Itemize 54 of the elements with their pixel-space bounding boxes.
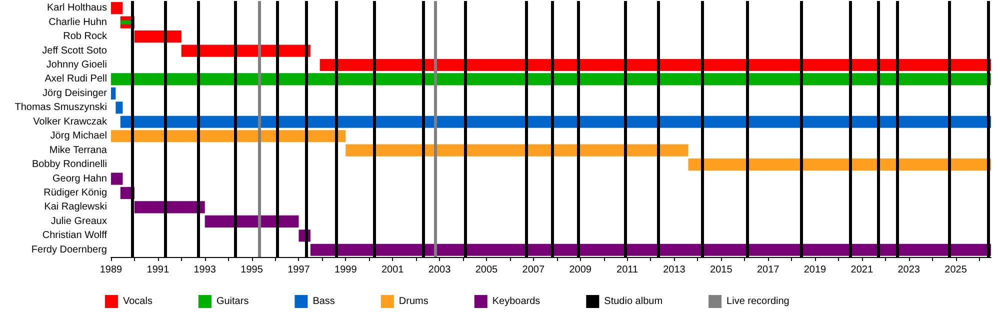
y-tick-label: Mike Terrana [49, 144, 108, 156]
y-tick-label: Axel Rudi Pell [44, 74, 107, 85]
x-tick-label: 2005 [475, 264, 498, 276]
bar [120, 116, 991, 128]
legend-label: Live recording [726, 296, 790, 307]
y-tick-label: Thomas Smuszynski [14, 102, 107, 114]
x-tick-label: 1993 [194, 264, 216, 276]
x-tick-label: 2017 [756, 264, 780, 276]
x-tick-label: 2023 [898, 264, 920, 276]
x-tick-label: 2013 [663, 264, 686, 276]
y-tick-label: Jörg Deisinger [42, 88, 108, 99]
bar [346, 144, 688, 156]
legend-label: Vocals [123, 296, 152, 307]
x-tick-label: 1995 [240, 264, 264, 276]
x-tick-label: 1991 [146, 264, 170, 276]
y-tick-label: Rüdiger König [44, 188, 107, 198]
bar [134, 30, 182, 43]
x-tick-label: 2009 [569, 264, 592, 276]
bar [116, 102, 123, 114]
y-tick-label: Ferdy Doernberg [31, 244, 107, 256]
y-tick-label: Rob Rock [63, 31, 108, 42]
bar [111, 172, 123, 185]
x-tick-label: 2015 [710, 264, 733, 276]
x-tick-label: 1997 [288, 264, 310, 276]
y-tick-label: Charlie Huhn [48, 16, 107, 28]
y-tick-label: Georg Hahn [52, 173, 107, 184]
x-tick-label: 2021 [850, 264, 874, 276]
x-tick-label: 2019 [804, 264, 827, 276]
x-tick-label: 2011 [616, 264, 638, 276]
bar [111, 87, 116, 100]
y-tick-label: Jörg Michael [50, 130, 107, 142]
legend-label: Studio album [604, 296, 663, 307]
y-tick-label: Kai Raglewski [44, 202, 107, 213]
y-tick-label: Volker Krawczak [33, 116, 108, 128]
y-tick-label: Johnny Gioeli [46, 60, 107, 70]
legend-label: Keyboards [492, 296, 540, 307]
x-tick-label: 1989 [100, 264, 123, 276]
bar [320, 58, 991, 72]
bar [688, 158, 991, 171]
y-tick-label: Jeff Scott Soto [42, 45, 108, 56]
legend-label: Drums [398, 296, 428, 307]
y-tick-label: Bobby Rondinelli [32, 159, 107, 170]
y-tick-label: Julie Greaux [50, 216, 107, 227]
bar [134, 201, 205, 214]
x-tick-label: 2025 [944, 264, 968, 276]
legend-label: Bass [312, 296, 335, 307]
bar [111, 2, 123, 14]
y-tick-label: Christian Wolff [42, 230, 108, 242]
y-tick-label: Karl Holthaus [46, 2, 107, 14]
x-tick-label: 2007 [522, 264, 545, 276]
x-tick-label: 2003 [428, 264, 452, 276]
x-tick-label: 2001 [381, 264, 404, 276]
legend-label: Guitars [216, 296, 249, 307]
x-tick-label: 1999 [334, 264, 358, 276]
